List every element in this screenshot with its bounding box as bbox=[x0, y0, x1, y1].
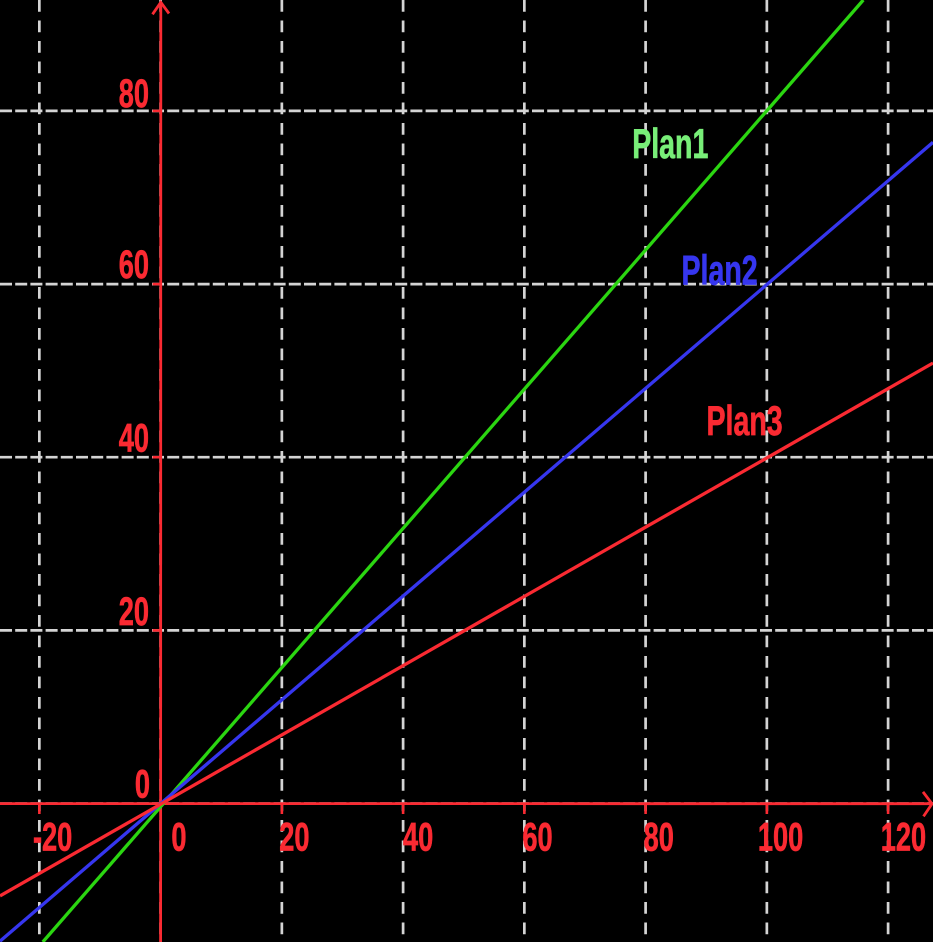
svg-text:80: 80 bbox=[644, 815, 674, 859]
svg-text:60: 60 bbox=[119, 243, 149, 287]
svg-text:20: 20 bbox=[279, 815, 309, 859]
svg-text:-20: -20 bbox=[33, 815, 72, 859]
svg-text:80: 80 bbox=[119, 72, 149, 116]
svg-text:40: 40 bbox=[119, 416, 149, 460]
svg-text:0: 0 bbox=[135, 762, 150, 806]
svg-text:20: 20 bbox=[119, 590, 149, 634]
svg-text:40: 40 bbox=[403, 815, 433, 859]
svg-text:Plan2: Plan2 bbox=[682, 246, 758, 294]
svg-text:100: 100 bbox=[758, 815, 803, 859]
svg-text:0: 0 bbox=[171, 815, 186, 859]
svg-text:Plan3: Plan3 bbox=[707, 396, 783, 444]
svg-text:60: 60 bbox=[522, 815, 552, 859]
svg-text:120: 120 bbox=[881, 815, 926, 859]
svg-text:Plan1: Plan1 bbox=[632, 119, 708, 167]
